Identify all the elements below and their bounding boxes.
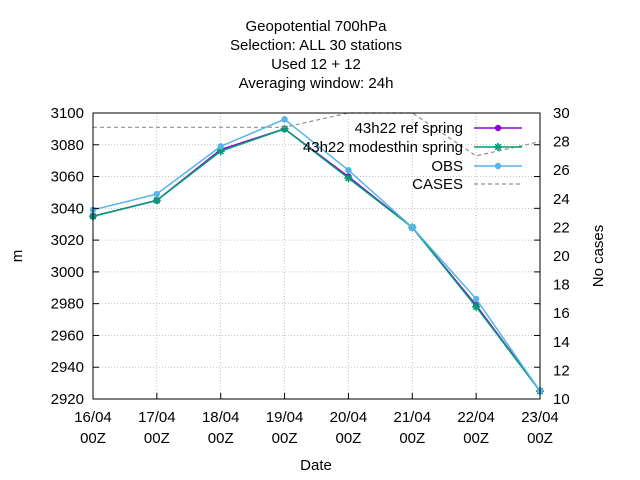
x-tick-label-time: 00Z <box>208 430 234 447</box>
data-point <box>281 116 288 123</box>
x-tick-label-date: 21/04 <box>394 409 432 426</box>
legend-marker <box>494 143 502 151</box>
point-stroke <box>345 174 352 182</box>
data-point <box>217 143 224 150</box>
point-stroke <box>153 196 161 204</box>
y-tick-label: 2960 <box>51 327 84 344</box>
x-tick-label-date: 19/04 <box>266 409 304 426</box>
y2-axis: 10 12 14 16 18 20 22 24 26 28 30 <box>553 105 570 408</box>
legend-marker <box>494 162 502 170</box>
legend-label: OBS <box>431 158 463 175</box>
y-tick-label: 2920 <box>51 391 84 408</box>
plot-frame <box>92 112 541 400</box>
y2-tick-label: 14 <box>553 334 570 351</box>
series-line-0 <box>92 128 541 392</box>
series-line-2 <box>92 118 541 392</box>
y2-tick-label: 18 <box>553 277 570 294</box>
y-tick-label: 2980 <box>51 296 84 313</box>
x-tick-label-time: 00Z <box>144 430 170 447</box>
y2-tick-label: 20 <box>553 248 570 265</box>
y2-tick-label: 22 <box>553 219 570 236</box>
grid <box>93 113 540 399</box>
x-tick-label-date: 18/04 <box>202 409 240 426</box>
x-tick-label-date: 17/04 <box>138 409 176 426</box>
y-tick-label: 3000 <box>51 264 84 281</box>
legend-label: 43h22 ref spring <box>355 120 463 137</box>
y-tick-label: 3020 <box>51 232 84 249</box>
x-axis: 16/04 00Z 17/04 00Z 18/04 00Z 19/04 00Z 20/04 00Z… <box>74 393 559 447</box>
y-axis: 2920 2940 2960 2980 3000 3020 3040 3060 3080 3100 <box>51 105 540 408</box>
title-line-4: Averaging window: 24h <box>239 75 394 92</box>
point-stroke <box>494 143 502 151</box>
data-point <box>472 302 481 311</box>
x-tick-label-date: 16/04 <box>74 409 112 426</box>
data-point <box>216 147 225 156</box>
data-point <box>472 295 480 303</box>
y2-axis-label: No cases <box>590 225 607 288</box>
x-tick-label-date: 23/04 <box>521 409 559 426</box>
plot-area <box>89 112 544 396</box>
data-point <box>152 196 161 205</box>
y2-tick-label: 24 <box>553 191 570 208</box>
x-tick-label-date: 20/04 <box>330 409 368 426</box>
x-tick-label-time: 00Z <box>80 430 106 447</box>
x-tick-label-time: 00Z <box>272 430 298 447</box>
x-tick-label-time: 00Z <box>399 430 425 447</box>
y-axis-label: m <box>9 250 26 263</box>
legend-label: 43h22 modesthin spring <box>303 139 463 156</box>
chart-title: Geopotential 700hPa Selection: ALL 30 sta… <box>230 18 402 92</box>
y2-tick-label: 26 <box>553 162 570 179</box>
y2-tick-label: 30 <box>553 105 570 122</box>
y-tick-label: 3080 <box>51 137 84 154</box>
series-line-3 <box>93 112 541 157</box>
point-stroke <box>281 125 288 133</box>
legend: 43h22 ref spring 43h22 modesthin spring OB… <box>303 120 522 193</box>
title-line-2: Selection: ALL 30 stations <box>230 37 402 54</box>
data-point <box>280 124 289 133</box>
y2-tick-label: 12 <box>553 362 570 379</box>
y2-tick-label: 16 <box>553 305 570 322</box>
y2-tick-label: 28 <box>553 134 570 151</box>
point-stroke <box>217 147 225 155</box>
legend-marker <box>494 124 502 132</box>
data-point <box>153 190 161 198</box>
point-stroke <box>472 303 480 311</box>
data-point <box>345 167 352 174</box>
data-point <box>409 224 416 231</box>
x-tick-label-time: 00Z <box>463 430 489 447</box>
data-point <box>344 174 353 183</box>
x-tick-label-time: 00Z <box>527 430 553 447</box>
series-line-1 <box>92 128 541 392</box>
title-line-3: Used 12 + 12 <box>271 56 361 73</box>
title-line-1: Geopotential 700hPa <box>246 18 388 35</box>
x-axis-label: Date <box>300 457 332 474</box>
x-tick-label-time: 00Z <box>335 430 361 447</box>
y2-tick-label: 10 <box>553 391 570 408</box>
y-tick-label: 3040 <box>51 200 84 217</box>
y-tick-label: 3060 <box>51 169 84 186</box>
y-tick-label: 3100 <box>51 105 84 122</box>
y-tick-label: 2940 <box>51 359 84 376</box>
x-tick-label-date: 22/04 <box>457 409 495 426</box>
legend-label: CASES <box>412 176 463 193</box>
